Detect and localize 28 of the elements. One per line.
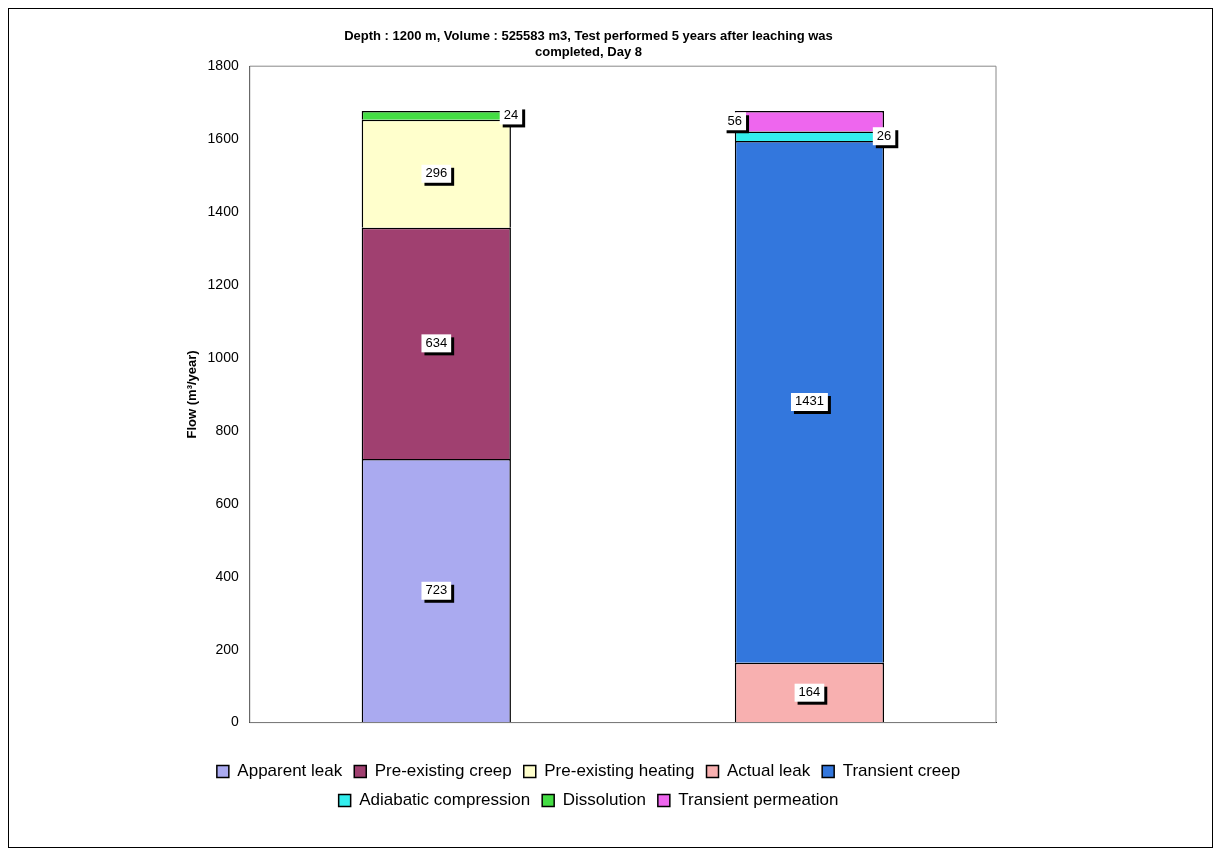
y-tick-label: 1600: [207, 129, 239, 146]
y-tick-label: 1800: [207, 57, 239, 74]
legend-label: Pre-existing heating: [544, 761, 695, 781]
data-label: 26: [876, 127, 892, 143]
legend-label: Dissolution: [562, 790, 646, 810]
chart-title: Depth : 1200 m, Volume : 525583 m3, Test performed 5 years after leaching was completed, Day 8: [344, 28, 833, 59]
y-tick-label: 1000: [207, 348, 239, 365]
data-label: 56: [727, 112, 743, 128]
y-axis-title: Flow (m³/year): [184, 350, 200, 439]
y-tick-label: 1200: [207, 275, 239, 292]
data-label: 634: [425, 334, 448, 350]
y-tick-label: 0: [230, 713, 239, 730]
y-tick-label: 800: [215, 421, 239, 438]
data-label: 164: [798, 684, 821, 700]
data-label: 296: [425, 165, 448, 181]
data-label: 1431: [794, 393, 824, 409]
data-label: 24: [503, 107, 519, 123]
y-tick-label: 400: [215, 567, 239, 584]
y-tick-label: 1400: [207, 202, 239, 219]
legend-label: Pre-existing creep: [374, 761, 512, 781]
legend-label: Adiabatic compression: [359, 790, 531, 810]
legend-label: Actual leak: [727, 761, 811, 781]
y-tick-label: 200: [215, 640, 239, 657]
legend-label: Transient creep: [842, 761, 961, 781]
y-tick-label: 600: [215, 494, 239, 511]
legend-label: Apparent leak: [237, 761, 343, 781]
data-label: 723: [425, 582, 448, 598]
legend-label: Transient permeation: [678, 790, 839, 810]
